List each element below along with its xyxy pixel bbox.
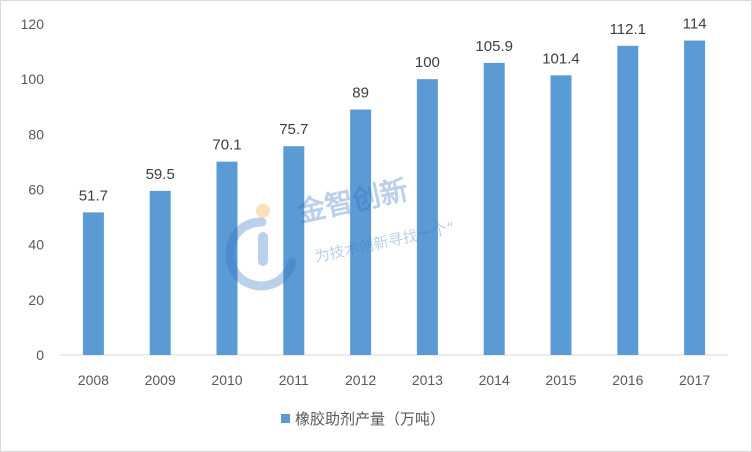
data-label: 59.5 (146, 166, 175, 183)
y-tick-label: 100 (21, 71, 45, 87)
legend-label: 橡胶助剂产量（万吨） (295, 410, 445, 428)
y-tick-label: 120 (21, 16, 45, 32)
y-tick-label: 20 (28, 292, 44, 308)
x-tick-label: 2015 (545, 372, 576, 388)
data-label: 112.1 (610, 21, 646, 38)
y-tick-label: 60 (28, 182, 44, 198)
data-label: 105.9 (475, 38, 513, 55)
bar-2013 (416, 79, 438, 356)
x-tick-label: 2011 (279, 372, 309, 388)
bar-2010 (216, 161, 238, 355)
bar-2008 (82, 212, 104, 355)
bar-2012 (350, 109, 372, 355)
x-tick-label: 2012 (345, 372, 376, 388)
bar-2015 (550, 75, 572, 356)
x-tick-label: 2016 (612, 372, 643, 388)
x-tick-label: 2014 (479, 372, 510, 388)
bar-2017 (684, 40, 706, 356)
x-tick-label: 2013 (412, 372, 443, 388)
watermark-logo-icon (225, 204, 297, 291)
y-tick-label: 40 (28, 237, 44, 253)
legend: 橡胶助剂产量（万吨） (281, 410, 445, 428)
x-axis-labels: 2008 2009 2010 2011 2012 2013 2014 2015 2016 2017 (78, 372, 711, 388)
x-tick-label: 2008 (78, 372, 109, 388)
legend-swatch (281, 414, 290, 423)
data-label: 114 (683, 16, 707, 33)
bar-2009 (149, 190, 171, 355)
bar-2016 (617, 45, 639, 355)
data-label: 51.7 (79, 187, 108, 204)
data-label: 89 (352, 85, 369, 102)
x-tick-label: 2010 (211, 372, 242, 388)
x-tick-label: 2017 (679, 372, 710, 388)
bar-2011 (283, 146, 305, 355)
data-label: 75.7 (279, 121, 308, 138)
bar-2014 (483, 62, 505, 356)
x-tick-label: 2009 (145, 372, 176, 388)
y-tick-label: 0 (36, 347, 44, 363)
bars-group: 51.7 59.5 70.1 75.7 89 100 105.9 101.4 112.1 114 (79, 16, 707, 356)
y-axis: 0 20 40 60 80 100 120 (21, 16, 45, 363)
data-label: 70.1 (212, 137, 241, 154)
y-tick-label: 80 (28, 126, 44, 142)
data-label: 101.4 (542, 50, 580, 67)
data-label: 100 (415, 54, 440, 71)
